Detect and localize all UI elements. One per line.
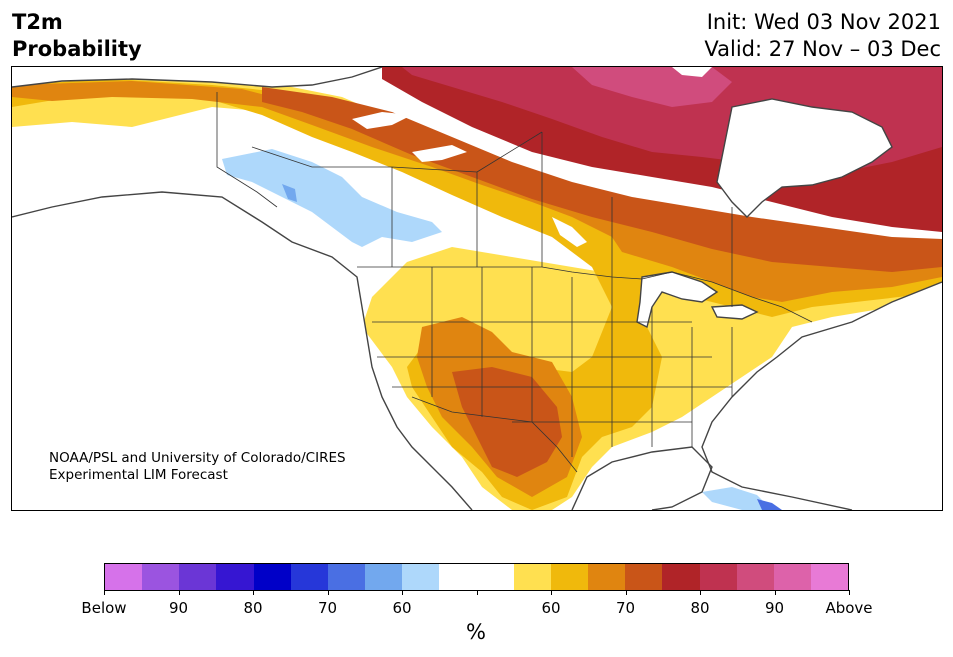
colorbar-ticks: Below 90 80 70 60 60 70 80 90 Above (81, 590, 873, 620)
colorbar-tick (476, 590, 478, 595)
colorbar-tick-label: 90 (764, 599, 785, 617)
colorbar-tick (700, 590, 701, 595)
colorbar-tick (625, 590, 627, 595)
atlantic-ocean (702, 282, 942, 510)
colorbar-cell (476, 564, 514, 590)
band-blue (282, 184, 297, 202)
map-title: T2m Probability (12, 9, 142, 63)
forecast-map (11, 66, 943, 511)
band-yellow (12, 77, 942, 510)
colorbar-cell (810, 564, 849, 590)
colorbar-cell (662, 564, 700, 590)
alaska-border (216, 92, 278, 208)
colorbar-tick-label: 60 (392, 599, 412, 617)
great-lakes (637, 272, 757, 327)
product-label: Probability (12, 37, 142, 61)
colorbar-tick (253, 590, 254, 595)
colorbar-tick-label: Above (825, 599, 873, 617)
colorbar-tick (402, 590, 403, 595)
colorbar-tick-label: 80 (690, 599, 710, 617)
colorbar-tick-label: 90 (168, 599, 189, 617)
colorbar-cell (439, 564, 477, 590)
colorbar-unit: % (466, 620, 486, 644)
colorbar-cell (773, 564, 811, 590)
arctic-water (12, 67, 712, 87)
colorbar-cell (142, 564, 180, 590)
colorbar-cell (179, 564, 217, 590)
colorbar-tick (551, 590, 552, 595)
colorbar-cell (290, 564, 328, 590)
water-bodies (12, 67, 942, 510)
colorbar-tick (849, 590, 850, 595)
us-canada-border (357, 266, 813, 323)
band-lightblue (222, 149, 772, 510)
colorbar-tick (774, 590, 776, 595)
borders (12, 67, 942, 510)
colorbar-tick (104, 590, 105, 595)
colorbar-cell (253, 564, 291, 590)
colorbar-tick (327, 590, 329, 595)
colorbar-cell (588, 564, 626, 590)
variable-label: T2m (12, 10, 63, 34)
colorbar-cell (105, 564, 143, 590)
colorbar-tick-label: 60 (541, 599, 561, 617)
colorbar-tick-label: 70 (317, 599, 338, 617)
colorbar-cell (550, 564, 589, 590)
colorbar-tick-label: 80 (243, 599, 263, 617)
colorbar-cell (402, 564, 440, 590)
coastline-lakes (636, 271, 759, 329)
colorbar-cell (216, 564, 254, 590)
forecast-dates: Init: Wed 03 Nov 2021 Valid: 27 Nov – 03… (704, 9, 941, 63)
colorbar-tick-label: 70 (615, 599, 636, 617)
init-date: Init: Wed 03 Nov 2021 (706, 10, 941, 34)
band-pink (572, 67, 732, 107)
credit-text: NOAA/PSL and University of Colorado/CIRE… (49, 450, 346, 484)
colorbar-tick-label: Below (81, 599, 127, 617)
colorbar-cell (513, 564, 551, 590)
great-bear (352, 112, 467, 162)
colorbar-cell (736, 564, 774, 590)
pacific-ocean (12, 192, 472, 510)
credit-line-1: NOAA/PSL and University of Colorado/CIRE… (49, 450, 346, 466)
hudson-bay (717, 99, 892, 217)
colorbar-cell (365, 564, 403, 590)
political-borders (216, 92, 813, 473)
coastline-arctic (12, 67, 383, 88)
gulf-of-mexico (572, 447, 712, 510)
colorbar-cell (699, 564, 737, 590)
colorbar-cell (625, 564, 663, 590)
map-canvas (12, 67, 942, 510)
band-deepblue (757, 499, 782, 510)
coastline-hudson (716, 98, 893, 218)
colorbar-cell (327, 564, 366, 590)
valid-date: Valid: 27 Nov – 03 Dec (704, 37, 941, 61)
us-mexico-border (411, 396, 578, 473)
province-lines (251, 131, 733, 307)
credit-line-2: Experimental LIM Forecast (49, 467, 228, 483)
coastline-west (12, 191, 473, 510)
colorbar (104, 563, 849, 591)
lake-winnipeg (552, 217, 587, 247)
state-lines (372, 267, 733, 457)
colorbar-tick (178, 590, 180, 595)
